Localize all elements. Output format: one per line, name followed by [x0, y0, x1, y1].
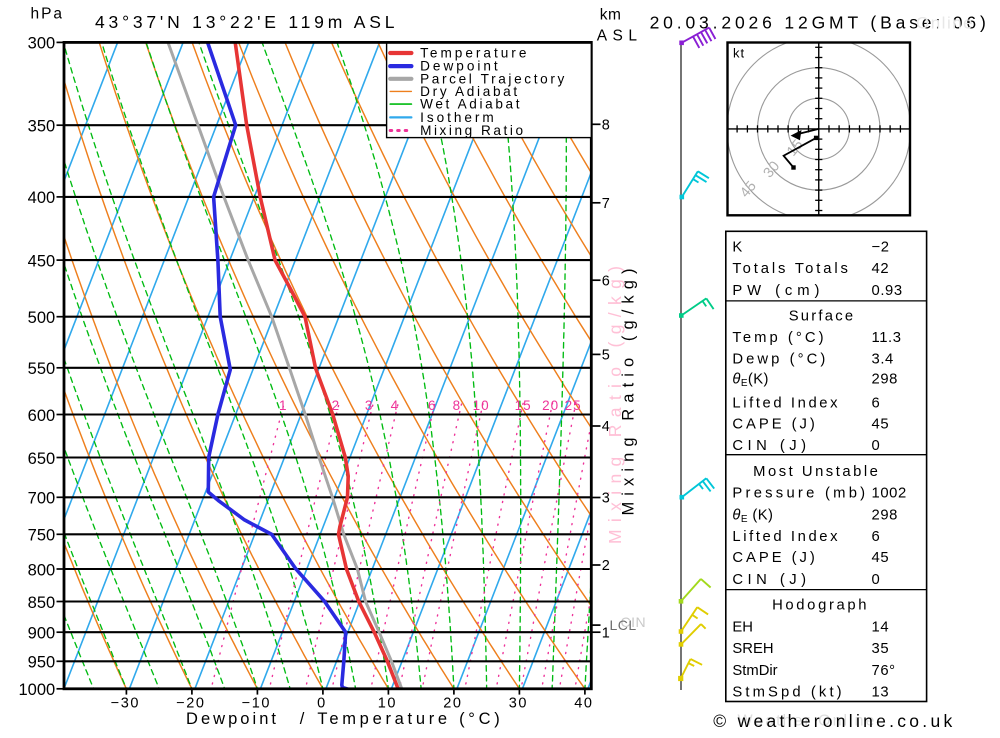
svg-text:45: 45: [872, 416, 890, 432]
svg-text:900: 900: [28, 625, 56, 643]
svg-text:3.4: 3.4: [872, 352, 894, 368]
svg-text:6: 6: [872, 529, 881, 545]
svg-text:600: 600: [28, 407, 56, 425]
svg-text:15: 15: [515, 398, 532, 413]
svg-text:5: 5: [602, 348, 610, 364]
svg-text:6: 6: [428, 398, 437, 413]
svg-text:StmDir: StmDir: [732, 663, 777, 679]
svg-text:4: 4: [602, 419, 610, 435]
svg-text:15: 15: [784, 137, 807, 160]
svg-text:CAPE (J): CAPE (J): [732, 550, 814, 566]
svg-text:10: 10: [473, 398, 490, 413]
svg-text:76°: 76°: [872, 663, 896, 679]
svg-text:−30: −30: [111, 695, 140, 711]
svg-text:500: 500: [28, 309, 56, 327]
svg-text:Hodograph: Hodograph: [772, 597, 867, 613]
svg-text:8: 8: [453, 398, 462, 413]
svg-text:Totals Totals: Totals Totals: [732, 261, 848, 277]
svg-text:1002: 1002: [872, 485, 907, 501]
svg-text:8: 8: [602, 118, 610, 134]
svg-text:SREH: SREH: [732, 641, 773, 657]
svg-text:θE (K): θE (K): [732, 507, 773, 525]
svg-text:298: 298: [872, 372, 899, 388]
svg-text:6: 6: [872, 395, 881, 411]
svg-text:30: 30: [761, 159, 784, 182]
svg-text:Temperature (°C): Temperature (°C): [317, 710, 499, 728]
svg-text:298: 298: [872, 507, 899, 523]
svg-text:LCL: LCL: [610, 617, 637, 633]
svg-text:Dewpoint: Dewpoint: [420, 59, 498, 74]
svg-text:1000: 1000: [18, 681, 55, 699]
svg-text:350: 350: [28, 117, 56, 135]
svg-text:14: 14: [872, 619, 890, 635]
svg-text:3: 3: [602, 491, 610, 507]
svg-text:2: 2: [332, 398, 341, 413]
svg-text:0: 0: [872, 572, 881, 588]
svg-text:1: 1: [279, 398, 288, 413]
svg-text:13: 13: [872, 685, 890, 701]
svg-text:450: 450: [28, 252, 56, 270]
svg-text:550: 550: [28, 360, 56, 378]
svg-text:0: 0: [317, 695, 327, 711]
svg-text:800: 800: [28, 561, 56, 579]
svg-text:PW (cm): PW (cm): [732, 283, 819, 299]
svg-text:11.3: 11.3: [872, 330, 902, 346]
svg-text:θE(K): θE(K): [732, 372, 768, 390]
svg-text:6: 6: [602, 273, 610, 289]
svg-text:Dry Adiabat: Dry Adiabat: [420, 84, 517, 99]
svg-text:850: 850: [28, 594, 56, 612]
svg-text:ASL: ASL: [597, 28, 638, 45]
svg-text:42: 42: [872, 261, 890, 277]
svg-text:20: 20: [542, 398, 559, 413]
svg-text:Lifted Index: Lifted Index: [732, 395, 838, 411]
svg-text:45: 45: [872, 550, 890, 566]
svg-text:Isotherm: Isotherm: [420, 110, 494, 125]
svg-text:35: 35: [872, 641, 890, 657]
svg-text:20: 20: [443, 695, 462, 711]
svg-text:−2: −2: [872, 240, 890, 256]
svg-text:7: 7: [602, 196, 610, 212]
svg-text:Most Unstable: Most Unstable: [753, 464, 878, 480]
svg-text:950: 950: [28, 654, 56, 672]
svg-text:2: 2: [602, 558, 610, 574]
svg-text:−20: −20: [176, 695, 205, 711]
svg-text:kt: kt: [733, 46, 745, 61]
svg-text:km: km: [600, 7, 622, 24]
svg-text:Dewpoint: Dewpoint: [186, 710, 276, 728]
svg-text:400: 400: [28, 189, 56, 207]
svg-text:Weather Online: Weather Online: [738, 713, 877, 730]
svg-text:0: 0: [872, 438, 881, 454]
svg-text:hPa: hPa: [31, 6, 63, 23]
svg-text:CAPE (J): CAPE (J): [732, 416, 814, 432]
svg-text:300: 300: [28, 35, 56, 53]
svg-text:45: 45: [737, 178, 760, 201]
svg-text:40: 40: [574, 695, 593, 711]
svg-text:Mixing Ratio: Mixing Ratio: [420, 123, 523, 138]
svg-text:4: 4: [391, 398, 400, 413]
svg-text:CIN: CIN: [621, 614, 647, 630]
svg-text:43°37'N 13°22'E 119m ASL: 43°37'N 13°22'E 119m ASL: [95, 12, 395, 32]
svg-text:10: 10: [378, 695, 397, 711]
svg-text:25: 25: [565, 398, 582, 413]
svg-text:EH: EH: [732, 619, 753, 635]
svg-text:1: 1: [602, 625, 610, 641]
svg-text:750: 750: [28, 527, 56, 545]
svg-text:Surface: Surface: [789, 308, 853, 324]
svg-text:Wet Adiabat: Wet Adiabat: [420, 97, 520, 112]
svg-text:/: /: [300, 710, 305, 728]
svg-text:3: 3: [365, 398, 374, 413]
svg-text:K: K: [732, 240, 742, 256]
svg-text:−10: −10: [242, 695, 271, 711]
svg-text:700: 700: [28, 490, 56, 508]
svg-text:0.93: 0.93: [872, 283, 903, 299]
svg-text:StmSpd (kt): StmSpd (kt): [732, 685, 841, 701]
svg-text:650: 650: [28, 450, 56, 468]
svg-text:Online: Online: [916, 14, 974, 33]
svg-text:30: 30: [509, 695, 528, 711]
svg-text:Lifted Index: Lifted Index: [732, 529, 838, 545]
svg-text:Dewp (°C): Dewp (°C): [732, 352, 825, 368]
